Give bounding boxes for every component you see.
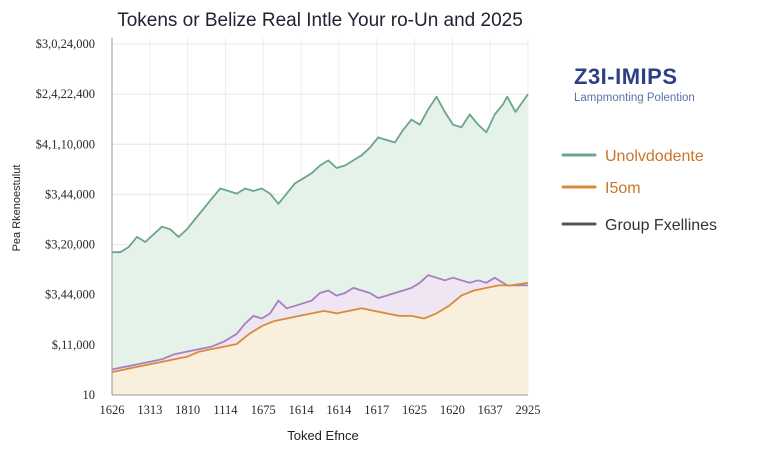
x-tick-label: 1614 bbox=[326, 403, 352, 417]
series-areas bbox=[112, 94, 528, 395]
y-tick-label: $3,44,000 bbox=[45, 187, 95, 201]
legend-label: Unolvdodente bbox=[605, 148, 704, 165]
x-tick-label: 1620 bbox=[440, 403, 465, 417]
x-tick-label: 1313 bbox=[137, 403, 162, 417]
legend: Unolvdodente I5om Group Fxellines bbox=[561, 148, 717, 234]
purple-series-line bbox=[111, 274, 528, 371]
x-tick-label: 1625 bbox=[402, 403, 427, 417]
logo: Z3I-IMIPS Lampmonting Polention bbox=[574, 64, 695, 104]
x-tick-label: 1637 bbox=[478, 403, 503, 417]
x-axis-label: Toked Efnce bbox=[287, 428, 359, 443]
y-tick-label: $3,0,24,000 bbox=[36, 37, 95, 51]
y-tick-labels: $3,0,24,000 $2,4,22,400 $4,1,10,000 $3,44,0… bbox=[36, 37, 95, 402]
logo-tagline: Lampmonting Polention bbox=[574, 92, 695, 104]
x-tick-label: 1614 bbox=[289, 403, 315, 417]
legend-label: Group Fxellines bbox=[605, 217, 717, 234]
y-tick-label: $4,1,10,000 bbox=[36, 137, 95, 151]
y-tick-label: $,11,000 bbox=[52, 338, 95, 352]
axes bbox=[111, 38, 528, 396]
orange-series-line bbox=[111, 281, 529, 373]
x-tick-label: 1675 bbox=[251, 403, 276, 417]
x-tick-label: 1810 bbox=[175, 403, 200, 417]
green-series-line bbox=[112, 93, 529, 254]
x-tick-label: 1114 bbox=[213, 403, 238, 417]
y-axis-label: Pea Rkenoestulut bbox=[11, 165, 23, 252]
y-tick-label: $3,20,000 bbox=[45, 238, 95, 252]
y-tick-label: $3,44,000 bbox=[45, 288, 95, 302]
x-tick-label: 2925 bbox=[516, 403, 541, 417]
x-tick-labels: 1626 1313 1810 1114 1675 1614 1614 1617 1625 1620… bbox=[100, 403, 541, 417]
legend-label: I5om bbox=[605, 180, 641, 197]
orange-series-area bbox=[112, 282, 528, 395]
chart-title: Tokens or Belize Real Intle Your ro-Un a… bbox=[117, 10, 523, 31]
series-lines bbox=[111, 93, 529, 373]
x-tick-label: 1626 bbox=[100, 403, 125, 417]
logo-name: Z3I-IMIPS bbox=[574, 64, 678, 89]
y-tick-label: 10 bbox=[83, 388, 96, 402]
x-tick-label: 1617 bbox=[364, 403, 389, 417]
y-tick-label: $2,4,22,400 bbox=[36, 87, 95, 101]
